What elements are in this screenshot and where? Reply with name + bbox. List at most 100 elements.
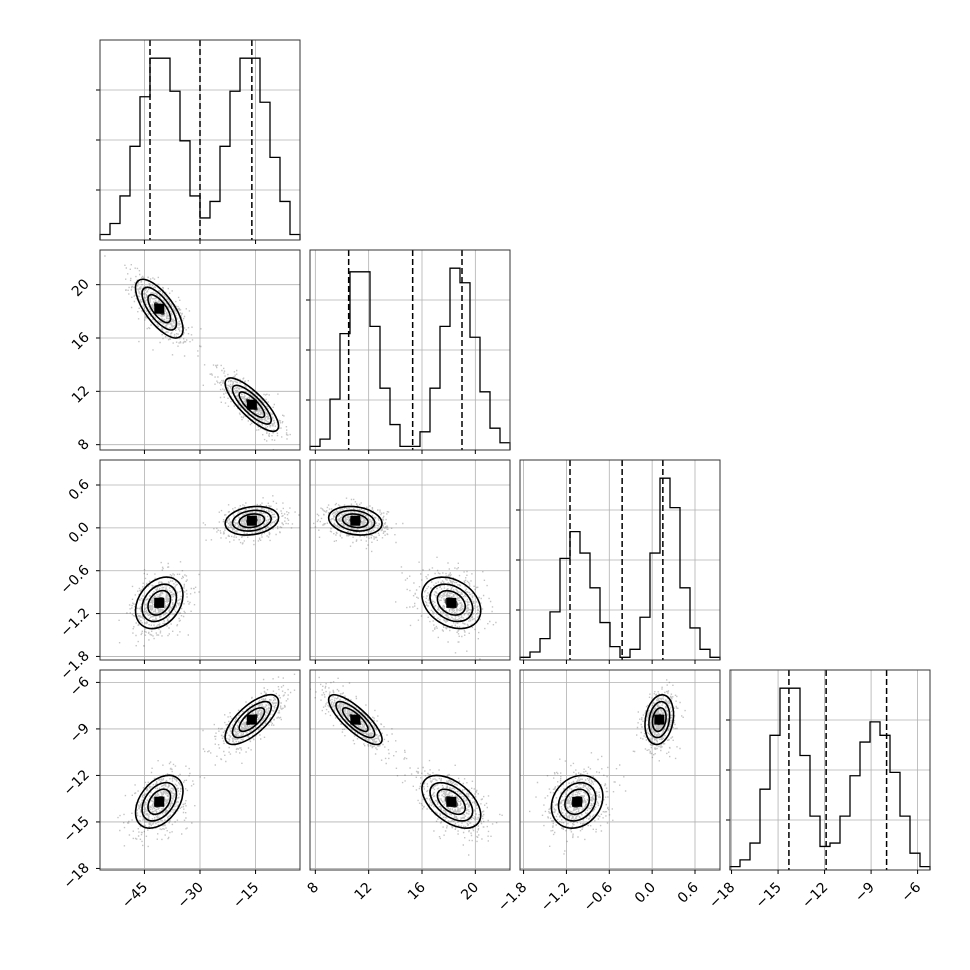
scatter-3-1 <box>310 670 510 870</box>
scatter-2-0 <box>100 460 300 660</box>
scatter-3-0 <box>100 670 300 870</box>
panel-3-3: −18 −15 −12 −9 −6 <box>706 669 931 912</box>
xtick-label-0-2: −15 <box>230 880 262 912</box>
xtick-label-2-0: −1.8 <box>495 880 530 915</box>
contour-2-1-1-2 <box>341 513 369 529</box>
panel-frame-1-1 <box>309 249 511 451</box>
panel-0-0 <box>96 39 301 244</box>
ytick-label-2-1: −1.2 <box>57 605 92 640</box>
contour-3-1-0-2 <box>436 788 467 816</box>
contour-3-1-0-1 <box>429 781 474 822</box>
contour-1-0-1-1 <box>231 384 272 425</box>
points-3-1-1 <box>310 676 408 777</box>
contour-2-1-0-2 <box>436 589 467 616</box>
ytick-label-3-3: −9 <box>67 720 93 746</box>
ytick-label-3-0: −18 <box>61 860 93 892</box>
contour-1-0-0-0 <box>134 278 184 339</box>
contour-3-2-1-0 <box>644 694 675 746</box>
panel-2-2 <box>516 459 721 664</box>
contour-3-1-1-0 <box>327 694 383 746</box>
contour-3-0-0-1 <box>141 781 178 822</box>
contour-2-1-1-1 <box>335 509 376 532</box>
density-peak-3-2-0 <box>572 796 583 807</box>
contour-1-0-0-1 <box>141 286 178 331</box>
contour-3-2-1-1 <box>648 700 671 739</box>
scatter-3-2 <box>520 670 720 870</box>
density-peak-1-0-1 <box>246 399 257 410</box>
panel-1-1 <box>306 249 511 454</box>
ytick-label-1-1: 12 <box>69 383 93 407</box>
contour-3-2-0-1 <box>557 781 597 822</box>
contour-2-1-1-0 <box>327 505 383 536</box>
contour-3-0-1-1 <box>231 700 272 739</box>
ytick-label-2-2: −0.6 <box>57 562 92 597</box>
contour-2-1-0-0 <box>421 576 482 630</box>
xtick-label-3-2: −12 <box>799 880 831 912</box>
xtick-label-3-1: −15 <box>753 880 785 912</box>
contour-2-0-1-1 <box>231 509 272 532</box>
contour-3-0-1-0 <box>224 694 280 746</box>
panel-2-0: −1.8 −1.2 −0.6 0.0 0.6 <box>57 459 301 683</box>
histogram-2 <box>519 477 721 660</box>
contour-3-0-0-0 <box>134 774 184 829</box>
xtick-label-2-2: −0.6 <box>581 879 616 914</box>
panel-2-1 <box>309 459 511 664</box>
density-peak-2-0-0 <box>154 597 165 608</box>
contour-1-0-0-2 <box>147 293 172 324</box>
contour-1-0-1-0 <box>224 377 280 433</box>
xtick-label-3-4: −6 <box>899 879 925 905</box>
contour-2-0-0-0 <box>134 576 184 630</box>
density-peak-2-1-0 <box>446 597 457 608</box>
density-peak-3-2-1 <box>654 714 665 725</box>
xtick-label-1-1: 12 <box>352 880 376 904</box>
contour-2-1-0-1 <box>429 583 474 623</box>
panel-frame-3-3 <box>729 669 931 871</box>
ytick-label-2-3: 0.0 <box>66 519 93 546</box>
density-peak-3-0-1 <box>246 714 257 725</box>
panel-3-0: −18−15−12−9−6−45 −30 −15 <box>61 669 301 912</box>
contour-2-0-0-2 <box>147 589 172 616</box>
density-peak-2-1-1 <box>350 515 361 526</box>
panel-1-0: 8 12 16 20 <box>69 249 301 454</box>
panel-frame-3-1 <box>309 669 511 871</box>
xtick-label-2-4: 0.6 <box>675 879 702 906</box>
panel-frame-2-1 <box>309 459 511 661</box>
contour-3-0-0-2 <box>147 788 172 816</box>
contour-3-2-1-2 <box>651 707 667 733</box>
density-peak-3-0-0 <box>154 796 165 807</box>
ytick-label-2-0: −1.8 <box>57 648 92 683</box>
panel-3-1: 8 12 16 20 <box>305 669 511 904</box>
density-peak-2-0-1 <box>246 515 257 526</box>
ytick-label-3-2: −12 <box>61 767 93 799</box>
ytick-label-2-4: 0.6 <box>66 476 93 503</box>
scatter-2-1 <box>310 460 510 660</box>
points-3-1-0 <box>401 759 503 856</box>
panel-frame-2-2 <box>519 459 721 661</box>
points-1-0-0 <box>104 255 202 357</box>
histogram-3 <box>729 687 931 870</box>
contour-2-0-0-1 <box>141 583 178 623</box>
contour-3-2-0-0 <box>550 774 604 829</box>
panel-3-2: −1.8 −1.2 −0.6 0.0 0.6 <box>495 669 721 915</box>
xtick-label-2-1: −1.2 <box>538 880 573 915</box>
points-1-0-1 <box>202 364 291 450</box>
contour-3-1-0-0 <box>421 774 482 829</box>
ytick-label-1-3: 20 <box>69 276 93 300</box>
density-peak-3-1-1 <box>350 714 361 725</box>
density-peak-3-1-0 <box>446 796 457 807</box>
xtick-label-1-3: 20 <box>458 880 482 904</box>
xtick-label-3-0: −18 <box>706 880 738 912</box>
scatter-1-0 <box>100 250 300 450</box>
ytick-label-3-1: −15 <box>61 813 93 845</box>
ytick-label-1-0: 8 <box>75 436 93 454</box>
contour-2-0-1-2 <box>238 513 266 529</box>
xtick-label-1-0: 8 <box>305 880 323 898</box>
panel-frame-3-2 <box>519 669 721 871</box>
xtick-label-0-0: −45 <box>119 880 151 912</box>
contour-3-2-0-2 <box>564 788 591 816</box>
xtick-label-3-3: −9 <box>852 880 878 906</box>
contour-2-0-1-0 <box>224 505 280 536</box>
histogram-1 <box>309 267 511 450</box>
ytick-label-1-2: 16 <box>69 329 93 353</box>
